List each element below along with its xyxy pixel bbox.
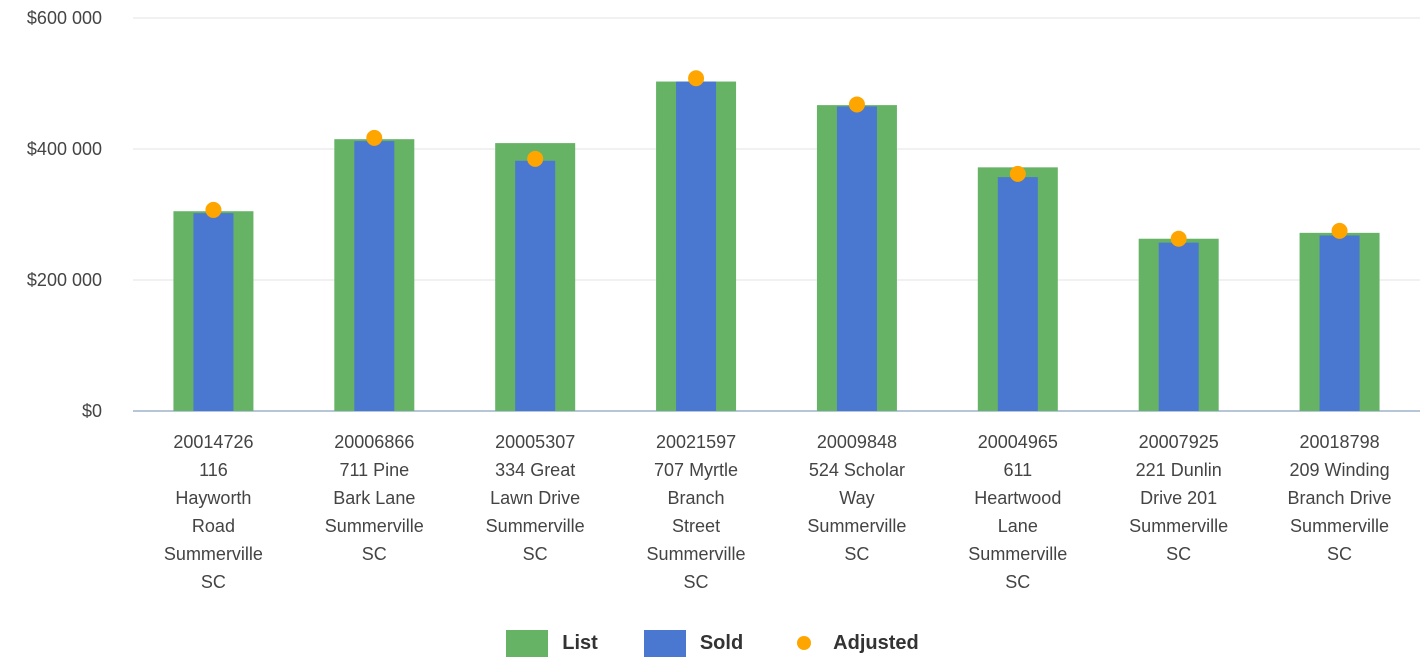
bar-sold[interactable] bbox=[515, 160, 556, 411]
bar-sold[interactable] bbox=[836, 106, 877, 412]
y-tick-label: $400 000 bbox=[27, 139, 102, 159]
bar-sold[interactable] bbox=[676, 81, 717, 411]
grid-lines bbox=[133, 17, 1420, 412]
point-adjusted[interactable] bbox=[527, 150, 544, 167]
legend-item-list[interactable]: List bbox=[506, 629, 598, 657]
bar-sold[interactable] bbox=[1158, 242, 1199, 411]
legend-label-sold: Sold bbox=[699, 631, 744, 654]
legend-swatch-list bbox=[506, 629, 549, 657]
point-adjusted[interactable] bbox=[848, 96, 865, 113]
x-tick-label: 20021597 707 Myrtle Branch Street Summervill… bbox=[647, 432, 746, 592]
point-adjusted[interactable] bbox=[688, 70, 705, 87]
legend-item-adjusted[interactable]: Adjusted bbox=[789, 632, 919, 655]
x-tick-label: 20007925 221 Dunlin Drive 201 Summerville SC bbox=[1129, 432, 1228, 564]
x-tick-label: 20005307 334 Great Lawn Drive Summerville SC bbox=[486, 432, 585, 564]
bar-sold[interactable] bbox=[193, 213, 234, 411]
bar-sold[interactable] bbox=[1319, 235, 1360, 411]
legend-item-sold[interactable]: Sold bbox=[643, 629, 744, 657]
y-axis-tick-labels: $0 $200 000 $400 000 $600 000 bbox=[27, 8, 102, 421]
x-tick-label: 20018798 209 Winding Branch Drive Summervil… bbox=[1288, 432, 1392, 564]
x-tick-label: 20009848 524 Scholar Way Summerville SC bbox=[807, 432, 906, 564]
point-adjusted[interactable] bbox=[1170, 230, 1187, 247]
bars bbox=[173, 81, 1380, 412]
adjusted-points bbox=[205, 70, 1348, 247]
x-tick-label: 20004965 611 Heartwood Lane Summerville SC bbox=[968, 432, 1067, 592]
bar-sold[interactable] bbox=[997, 177, 1038, 411]
legend-label-list: List bbox=[562, 631, 598, 654]
legend-dot-adjusted bbox=[797, 636, 812, 650]
chart-plot-area: $0 $200 000 $400 000 $600 000 20014726 116 Ha… bbox=[27, 8, 1420, 592]
bar-sold[interactable] bbox=[354, 141, 395, 411]
y-tick-label: $600 000 bbox=[27, 8, 102, 28]
point-adjusted[interactable] bbox=[1331, 222, 1348, 239]
y-tick-label: $200 000 bbox=[27, 270, 102, 290]
point-adjusted[interactable] bbox=[205, 201, 222, 218]
point-adjusted[interactable] bbox=[366, 129, 383, 146]
x-axis-tick-labels: 20014726 116 Hayworth Road Summerville SC 2000… bbox=[164, 432, 1392, 592]
y-tick-label: $0 bbox=[82, 401, 102, 421]
legend: List Sold Adjusted bbox=[0, 626, 1425, 660]
legend-label-adjusted: Adjusted bbox=[833, 631, 919, 654]
point-adjusted[interactable] bbox=[1009, 165, 1026, 182]
legend-swatch-sold bbox=[643, 629, 686, 657]
x-tick-label: 20014726 116 Hayworth Road Summerville SC bbox=[164, 432, 263, 592]
x-tick-label: 20006866 711 Pine Bark Lane Summerville SC bbox=[325, 432, 424, 564]
